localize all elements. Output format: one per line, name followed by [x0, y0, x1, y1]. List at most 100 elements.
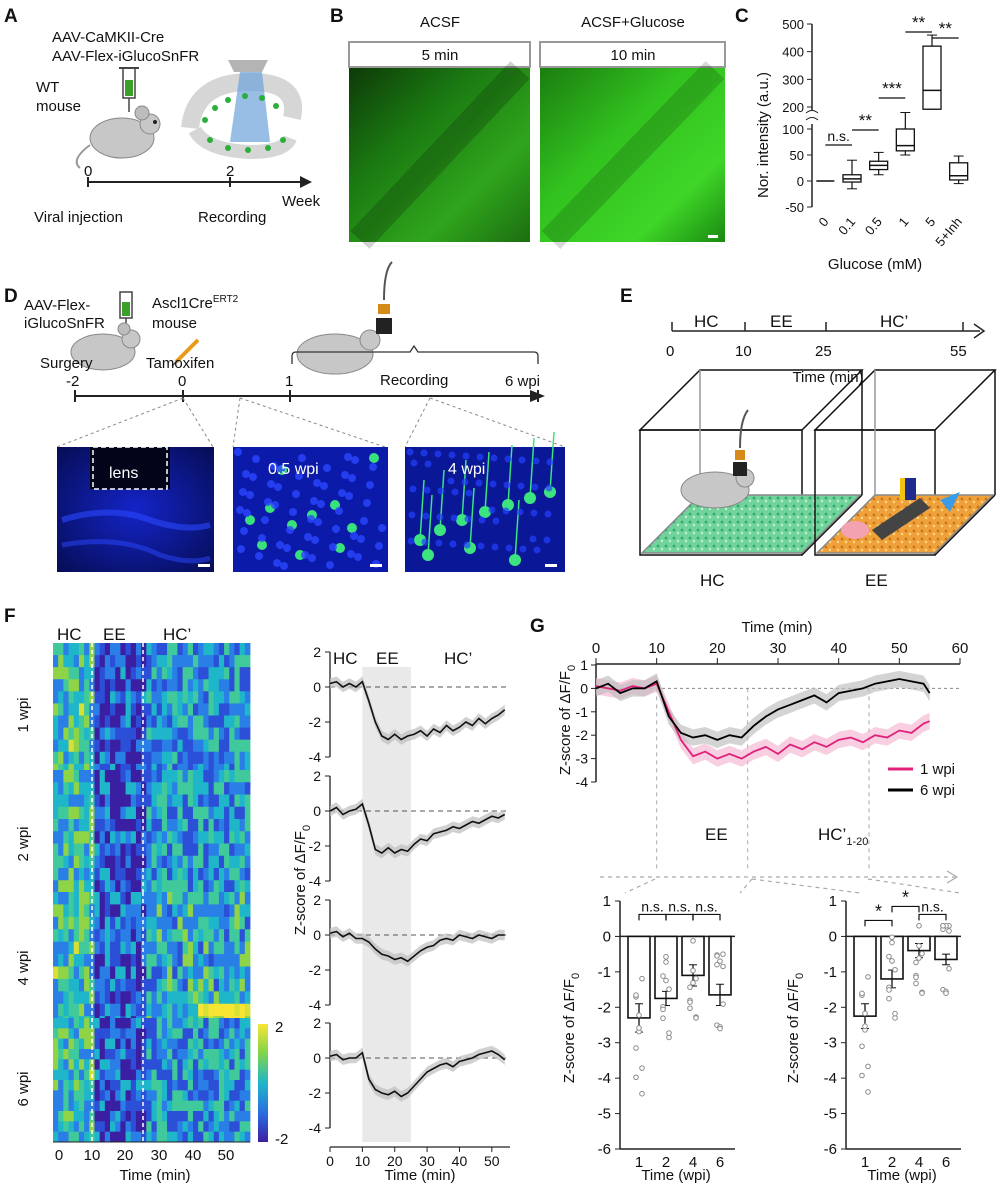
heatmap-cell	[110, 770, 116, 783]
heatmap-cell	[135, 1100, 142, 1112]
trace-line-2-wpi	[329, 802, 506, 854]
heatmap-cell	[104, 1080, 111, 1091]
g-zoom-lines	[600, 870, 961, 894]
heatmap-cell	[229, 819, 235, 832]
heatmap-cell	[167, 954, 173, 967]
bar-xtick-label: 4	[689, 1154, 697, 1171]
heatmap-cell	[229, 679, 235, 692]
heatmap-cell	[218, 904, 225, 918]
heatmap-cell	[182, 880, 189, 893]
nucleus	[369, 463, 377, 471]
heatmap-cell	[78, 1111, 85, 1122]
heatmap-cell	[213, 991, 220, 1005]
heatmap-cell	[239, 715, 246, 728]
heatmap-cell	[177, 1131, 184, 1143]
heatmap-cell	[229, 916, 235, 930]
heatmap-cell	[58, 679, 64, 692]
heatmap-cell	[182, 1121, 189, 1133]
heatmap-cell	[177, 782, 184, 795]
green-cell	[422, 549, 434, 561]
heatmap-cell	[94, 1090, 101, 1102]
heatmap-cell	[229, 941, 235, 955]
heatmap-cell	[187, 966, 194, 980]
heatmap-cell	[104, 643, 111, 656]
heatmap-cell	[244, 880, 251, 893]
trace-ytick-label: 0	[313, 679, 321, 695]
heatmap-cell	[161, 691, 168, 704]
nucleus	[283, 544, 291, 552]
heatmap-cell	[239, 966, 246, 980]
heatmap-cell	[203, 1028, 209, 1040]
heatmap-cell	[53, 794, 59, 808]
heatmap-cell	[198, 739, 204, 753]
heatmap-cell	[135, 855, 142, 869]
heatmap-cell	[182, 1059, 189, 1071]
heatmap-cell	[63, 794, 69, 808]
heatmap-cell	[135, 782, 142, 795]
heatmap-cell	[99, 643, 106, 656]
heatmap-cell	[125, 991, 132, 1005]
heatmap-cell	[63, 1131, 69, 1143]
heatmap-cell	[115, 991, 121, 1005]
heatmap-cell	[208, 880, 215, 893]
bar-datapoint	[666, 1030, 672, 1036]
heatmap-cell	[213, 667, 220, 680]
heatmap-cell	[104, 880, 111, 893]
heatmap-cell	[120, 794, 126, 808]
heatmap-cell	[53, 1121, 59, 1133]
heatmap-cell	[68, 1100, 75, 1112]
heatmap-cell	[198, 1090, 204, 1102]
nucleus	[475, 479, 483, 487]
d-mouse-2: mouse	[152, 315, 197, 332]
nucleus	[434, 450, 442, 458]
heatmap-cell	[151, 727, 158, 741]
heatmap-cell	[125, 751, 132, 765]
heatmap-cell	[125, 770, 132, 783]
heatmap-cell	[135, 892, 142, 905]
nucleus	[326, 561, 334, 569]
heatmap-cell	[151, 819, 158, 832]
heatmap-cell	[135, 966, 142, 980]
heatmap-cell	[229, 880, 235, 893]
heatmap-cell	[84, 1080, 90, 1091]
heatmap-cell	[141, 929, 147, 943]
heatmap-cell	[213, 916, 220, 930]
heatmap-cell	[192, 782, 199, 795]
heatmap-cell	[198, 855, 204, 869]
d-tick-4: 6 wpi	[505, 373, 540, 390]
heatmap-cell	[213, 868, 220, 881]
d-tick-2: 0	[178, 373, 186, 390]
green-cell	[509, 554, 521, 566]
nucleus	[448, 451, 456, 459]
heatmap-cell	[115, 880, 121, 893]
heatmap-cell	[218, 770, 225, 783]
heatmap-cell	[120, 1100, 126, 1112]
heatmap-cell	[130, 966, 137, 980]
heatmap-cell	[78, 691, 85, 704]
heatmap-cell	[104, 1049, 111, 1060]
trace-ytick-label: -2	[309, 962, 322, 978]
heatmap-cell	[156, 1038, 163, 1050]
heatmap-cell	[63, 1049, 69, 1060]
heatmap-cell	[167, 1038, 173, 1050]
heatmap-cell	[177, 991, 184, 1005]
heatmap-cell	[218, 1059, 225, 1071]
c-sig-label: n.s.	[827, 128, 850, 144]
heatmap-cell	[167, 1131, 173, 1143]
green-cell	[434, 524, 446, 536]
heatmap-cell	[167, 966, 173, 980]
g-ee-label: EE	[705, 825, 728, 844]
heatmap-cell	[104, 751, 111, 765]
ee-shading	[362, 667, 411, 1142]
heatmap-cell	[177, 831, 184, 844]
nucleus	[529, 535, 537, 543]
panel-f-letter: F	[4, 606, 16, 627]
heatmap-cell	[192, 855, 199, 869]
heatmap-cell	[224, 1028, 230, 1040]
heatmap-cell	[104, 978, 111, 992]
heatmap-cell	[224, 751, 230, 765]
nucleus	[436, 513, 444, 521]
c-ylabel: Nor. intensity (a.u.)	[755, 72, 772, 198]
heatmap-cell	[229, 770, 235, 783]
heatmap-cell	[198, 966, 204, 980]
